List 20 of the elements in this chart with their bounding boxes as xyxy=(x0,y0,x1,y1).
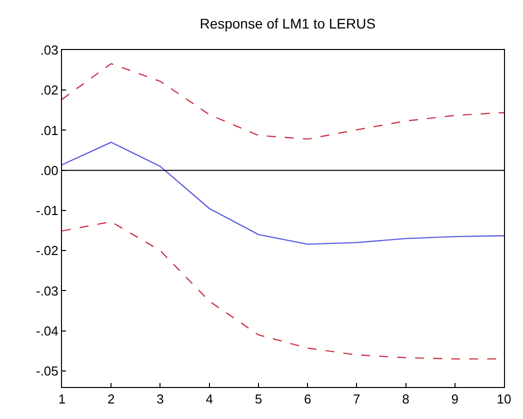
x-tick-label: 5 xyxy=(254,392,262,407)
x-tick-label: 10 xyxy=(496,392,512,407)
y-tick-label: -.04 xyxy=(36,323,58,338)
y-tick-label: -.03 xyxy=(36,283,58,298)
x-tick-label: 3 xyxy=(156,392,164,407)
x-tick-label: 4 xyxy=(206,392,213,407)
chart-title: Response of LM1 to LERUS xyxy=(200,16,376,32)
x-tick-label: 1 xyxy=(58,392,66,407)
x-tick-label: 8 xyxy=(402,392,410,407)
y-tick-label: -.05 xyxy=(36,364,58,378)
y-tick-label: .03 xyxy=(40,42,58,58)
x-tick-label: 9 xyxy=(451,392,459,407)
x-tick-label: 6 xyxy=(304,392,312,407)
y-tick-label: -.01 xyxy=(36,203,58,218)
y-tick-label: .02 xyxy=(40,82,58,98)
x-tick-label: 7 xyxy=(353,392,360,407)
y-tick-label: .01 xyxy=(40,122,58,138)
x-tick-label: 2 xyxy=(107,392,115,407)
y-tick-label: -.02 xyxy=(36,243,58,258)
y-tick-label: .00 xyxy=(40,162,58,178)
